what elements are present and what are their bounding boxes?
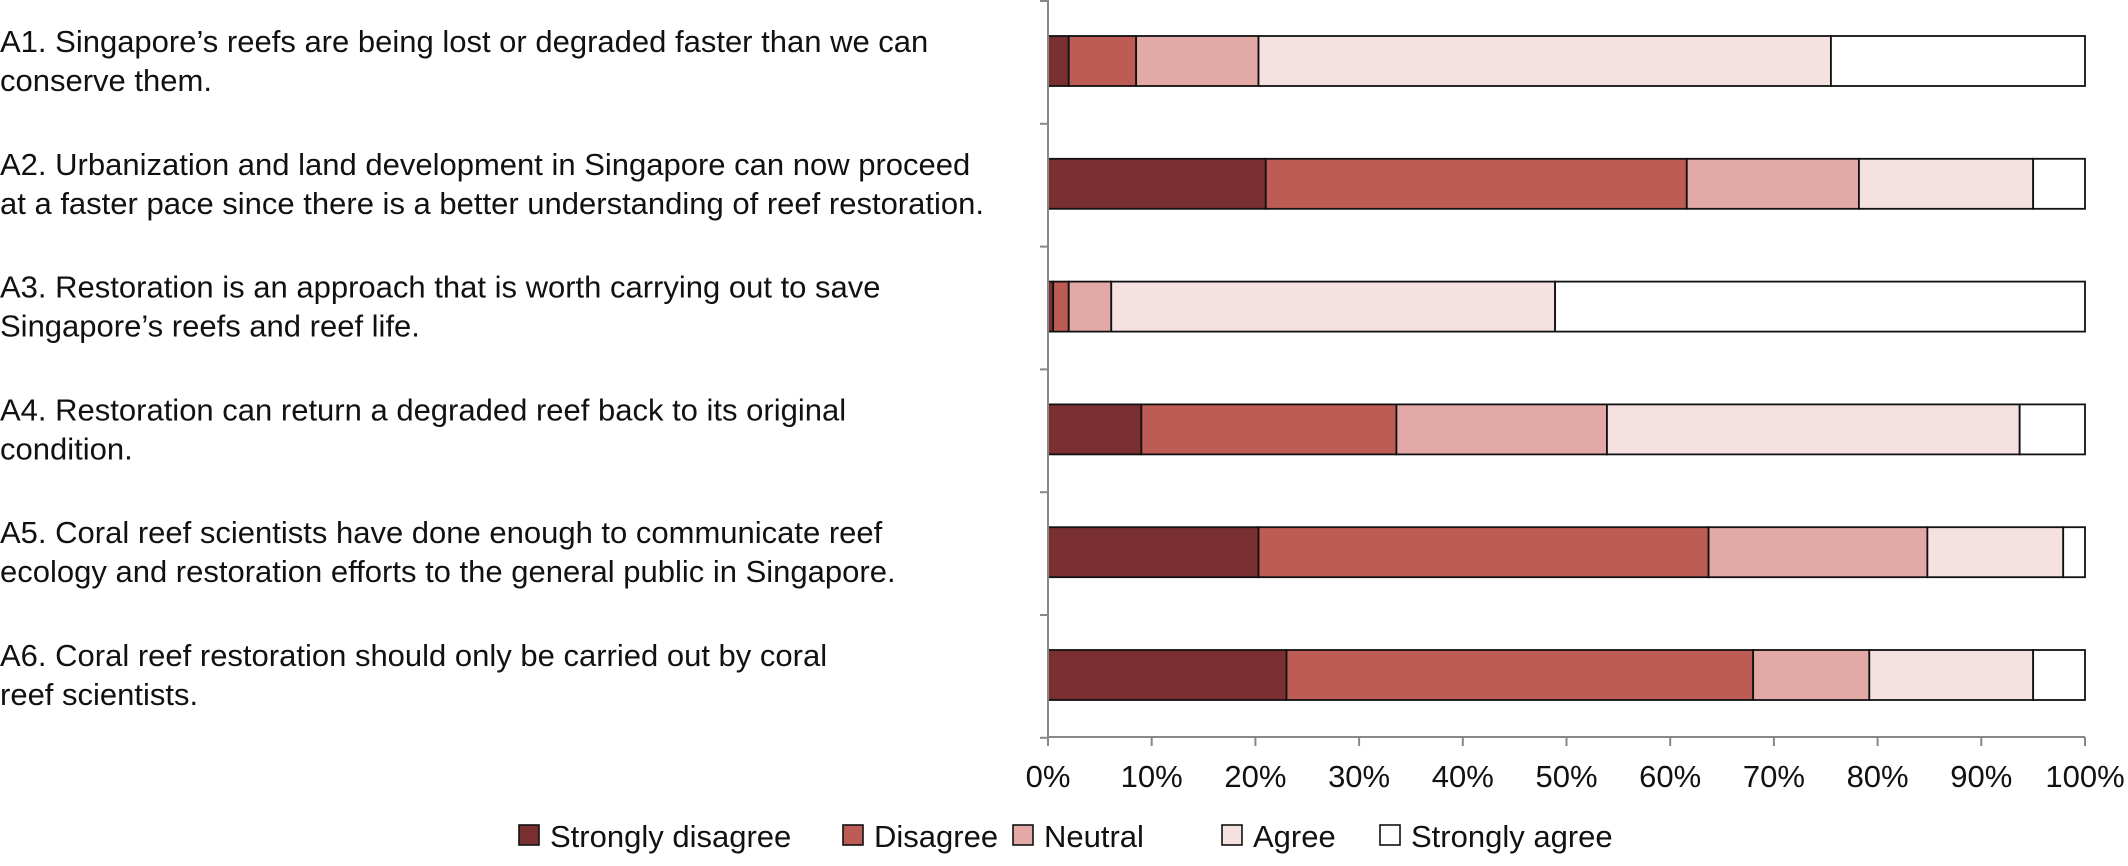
- question-label-line: A6. Coral reef restoration should only b…: [0, 638, 827, 673]
- question-label: A1. Singapore’s reefs are being lost or …: [0, 24, 928, 98]
- bar-segment-strongly-disagree: [1047, 157, 1267, 210]
- bar-segment-agree: [1606, 403, 2021, 456]
- x-tick-label: 30%: [1328, 759, 1390, 794]
- x-tick-label: 40%: [1432, 759, 1494, 794]
- bar-segment-disagree: [1067, 35, 1138, 87]
- question-label-line: conserve them.: [0, 63, 212, 98]
- legend-swatch: [1221, 824, 1243, 846]
- bar-segment-agree: [1868, 649, 2035, 701]
- legend-swatch: [842, 824, 864, 846]
- x-tick-label: 50%: [1535, 759, 1597, 794]
- bar-segment-strongly-agree: [2032, 649, 2086, 701]
- question-label-line: A5. Coral reef scientists have done enou…: [0, 515, 883, 550]
- question-label-line: A2. Urbanization and land development in…: [0, 147, 970, 182]
- legend-label: Neutral: [1044, 819, 1144, 854]
- bar-segment-strongly-agree: [1554, 280, 2086, 333]
- question-labels: A1. Singapore’s reefs are being lost or …: [0, 24, 984, 712]
- question-label-line: Singapore’s reefs and reef life.: [0, 309, 420, 344]
- bar-segment-agree: [1926, 526, 2065, 579]
- bar-segment-neutral: [1752, 649, 1871, 701]
- bar-segment-strongly-disagree: [1047, 526, 1260, 579]
- x-tick-label: 80%: [1847, 759, 1909, 794]
- x-tick-label: 60%: [1639, 759, 1701, 794]
- legend-label: Strongly disagree: [550, 819, 791, 854]
- question-label: A2. Urbanization and land development in…: [0, 147, 984, 221]
- bar-segment-disagree: [1264, 157, 1688, 210]
- question-label: A3. Restoration is an approach that is w…: [0, 270, 881, 344]
- bar-segment-strongly-agree: [2018, 403, 2086, 456]
- question-label: A4. Restoration can return a degraded re…: [0, 392, 846, 466]
- bar-segment-agree: [1858, 157, 2035, 210]
- bar-segment-neutral: [1395, 403, 1608, 456]
- legend-label: Disagree: [874, 819, 998, 854]
- legend-swatch: [1379, 824, 1401, 846]
- x-tick-label: 10%: [1121, 759, 1183, 794]
- legend-label: Strongly agree: [1411, 819, 1613, 854]
- question-label-line: condition.: [0, 431, 133, 466]
- question-label-line: A4. Restoration can return a degraded re…: [0, 392, 846, 427]
- question-label-line: A3. Restoration is an approach that is w…: [0, 270, 881, 305]
- bar-segment-strongly-agree: [2062, 526, 2086, 579]
- x-tick-label: 90%: [1950, 759, 2012, 794]
- bar-segment-neutral: [1135, 35, 1260, 87]
- bar-segment-strongly-disagree: [1047, 649, 1288, 701]
- x-tick-label: 100%: [2045, 759, 2124, 794]
- bar-segment-neutral: [1067, 280, 1113, 333]
- axes: 0% 10% 20% 30% 40% 50% 60% 70% 80% 90% 100%: [1026, 0, 2125, 794]
- bar-segment-disagree: [1052, 280, 1070, 333]
- question-label-line: ecology and restoration efforts to the g…: [0, 554, 896, 589]
- x-tick-label: 0%: [1026, 759, 1071, 794]
- bar-segment-agree: [1110, 280, 1556, 333]
- question-label: A6. Coral reef restoration should only b…: [0, 638, 827, 712]
- question-label: A5. Coral reef scientists have done enou…: [0, 515, 896, 589]
- bar-segment-neutral: [1707, 526, 1929, 579]
- bar-segment-neutral: [1685, 157, 1860, 210]
- bar-segment-strongly-agree: [1830, 35, 2086, 87]
- legend-swatch: [1012, 824, 1034, 846]
- question-label-line: A1. Singapore’s reefs are being lost or …: [0, 24, 928, 59]
- question-label-line: reef scientists.: [0, 677, 198, 712]
- bar-segment-strongly-disagree: [1047, 403, 1143, 456]
- bar-segment-strongly-disagree: [1047, 35, 1070, 87]
- legend: Strongly disagree Disagree Neutral Agree Str…: [518, 819, 1613, 854]
- bars: [1047, 35, 2086, 701]
- question-label-line: at a faster pace since there is a better…: [0, 186, 984, 221]
- bar-segment-strongly-agree: [2032, 157, 2086, 210]
- bar-segment-agree: [1257, 35, 1832, 87]
- bar-segment-disagree: [1140, 403, 1398, 456]
- x-tick-label: 20%: [1224, 759, 1286, 794]
- x-tick-label: 70%: [1743, 759, 1805, 794]
- bar-segment-disagree: [1285, 649, 1755, 701]
- legend-label: Agree: [1253, 819, 1336, 854]
- bar-segment-disagree: [1257, 526, 1710, 579]
- legend-swatch: [518, 824, 540, 846]
